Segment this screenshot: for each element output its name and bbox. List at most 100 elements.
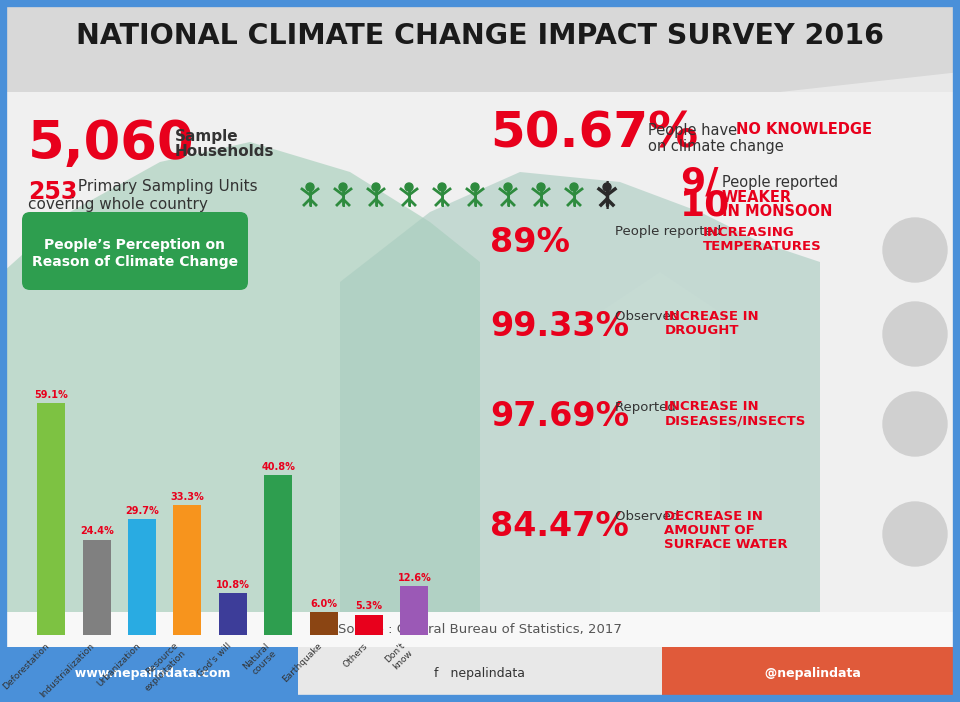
FancyBboxPatch shape [3, 92, 957, 647]
Text: People reported: People reported [722, 175, 838, 190]
Text: WEAKER: WEAKER [722, 190, 792, 204]
Bar [219, 593, 247, 635]
Text: Earthquake: Earthquake [280, 641, 324, 684]
Text: 5,060: 5,060 [28, 118, 195, 170]
Text: www.nepalindata.com: www.nepalindata.com [65, 666, 230, 680]
Bar [37, 404, 65, 635]
Circle shape [471, 183, 479, 191]
Text: Deforestation: Deforestation [1, 641, 51, 691]
Circle shape [883, 392, 947, 456]
Text: ❘: ❘ [564, 183, 584, 207]
FancyBboxPatch shape [22, 212, 248, 290]
Text: 99.33%: 99.33% [490, 310, 629, 343]
Text: ❘: ❘ [595, 181, 618, 209]
Text: @nepalindata: @nepalindata [756, 666, 860, 680]
Text: People’s Perception on: People’s Perception on [44, 238, 226, 252]
Circle shape [883, 218, 947, 282]
Text: Observed: Observed [615, 310, 684, 324]
Text: INCREASING: INCREASING [703, 225, 795, 239]
Text: Others: Others [341, 641, 369, 669]
Text: ❘: ❘ [531, 183, 551, 207]
Text: ❘: ❘ [300, 183, 320, 207]
FancyBboxPatch shape [298, 647, 662, 699]
Text: ❘: ❘ [498, 183, 517, 207]
Text: Source : Central Bureau of Statistics, 2017: Source : Central Bureau of Statistics, 2… [338, 623, 622, 635]
Circle shape [339, 183, 347, 191]
Text: DROUGHT: DROUGHT [664, 324, 739, 338]
Bar [128, 519, 156, 635]
Text: INCREASE IN: INCREASE IN [664, 401, 759, 413]
Circle shape [372, 183, 380, 191]
Text: 6.0%: 6.0% [310, 599, 337, 609]
Text: 253: 253 [28, 180, 78, 204]
Text: 50.67%: 50.67% [490, 110, 698, 158]
Text: God's will: God's will [196, 641, 233, 678]
Text: ❘: ❘ [466, 183, 485, 207]
Text: 97.69%: 97.69% [490, 401, 629, 434]
Text: 84.47%: 84.47% [490, 510, 629, 543]
Circle shape [306, 183, 314, 191]
Text: DECREASE IN: DECREASE IN [664, 510, 763, 524]
Text: 10: 10 [680, 188, 731, 222]
Text: People have: People have [648, 123, 742, 138]
Text: Resource
exploitation: Resource exploitation [135, 641, 187, 693]
Text: 5.3%: 5.3% [355, 602, 382, 611]
Polygon shape [3, 142, 480, 647]
Circle shape [603, 183, 611, 191]
Text: on climate change: on climate change [648, 138, 783, 154]
Circle shape [883, 302, 947, 366]
Circle shape [537, 183, 545, 191]
Circle shape [405, 183, 413, 191]
Polygon shape [0, 0, 960, 92]
Text: Reported: Reported [615, 401, 680, 413]
Text: NATIONAL CLIMATE CHANGE IMPACT SURVEY 2016: NATIONAL CLIMATE CHANGE IMPACT SURVEY 20… [76, 22, 884, 50]
Text: 59.1%: 59.1% [35, 390, 68, 400]
Bar [400, 586, 428, 635]
Bar [309, 611, 338, 635]
Text: ❘: ❘ [432, 183, 452, 207]
FancyBboxPatch shape [662, 647, 957, 699]
Bar [83, 540, 110, 635]
Bar [264, 475, 292, 635]
Text: 89%: 89% [490, 225, 570, 258]
Text: 24.4%: 24.4% [80, 526, 113, 536]
Text: People reported: People reported [615, 225, 726, 239]
Polygon shape [340, 172, 820, 647]
Circle shape [570, 183, 578, 191]
Circle shape [883, 502, 947, 566]
Text: covering whole country: covering whole country [28, 197, 208, 211]
Circle shape [438, 183, 446, 191]
Text: 33.3%: 33.3% [171, 491, 204, 501]
Text: f   nepalindata: f nepalindata [435, 666, 525, 680]
Text: Observed: Observed [615, 510, 684, 524]
Text: Urbanization: Urbanization [95, 641, 142, 688]
Text: ❘: ❘ [333, 183, 353, 207]
Text: TEMPERATURES: TEMPERATURES [703, 239, 822, 253]
Text: Sample: Sample [175, 129, 239, 145]
Text: ❘: ❘ [399, 183, 419, 207]
FancyBboxPatch shape [3, 612, 957, 647]
Text: 29.7%: 29.7% [125, 505, 159, 516]
Text: 12.6%: 12.6% [397, 573, 431, 583]
Text: NO KNOWLEDGE: NO KNOWLEDGE [736, 123, 872, 138]
Text: 10.8%: 10.8% [216, 580, 250, 590]
Text: Households: Households [175, 145, 275, 159]
Text: Industrialization: Industrialization [38, 641, 97, 699]
Polygon shape [600, 272, 720, 647]
Text: Don't
know: Don't know [383, 641, 415, 672]
Text: INCREASE IN: INCREASE IN [664, 310, 759, 324]
Text: Primary Sampling Units: Primary Sampling Units [73, 178, 257, 194]
Text: 40.8%: 40.8% [261, 462, 295, 472]
Bar [174, 505, 202, 635]
Text: 9/: 9/ [680, 165, 718, 199]
Text: SURFACE WATER: SURFACE WATER [664, 538, 788, 552]
FancyBboxPatch shape [3, 647, 298, 699]
Text: Reason of Climate Change: Reason of Climate Change [32, 255, 238, 269]
Text: ❘: ❘ [366, 183, 386, 207]
Text: DISEASES/INSECTS: DISEASES/INSECTS [664, 414, 805, 428]
Circle shape [504, 183, 512, 191]
Text: AMOUNT OF: AMOUNT OF [664, 524, 756, 538]
Text: IN MONSOON: IN MONSOON [722, 204, 832, 220]
Text: Natural
course: Natural course [241, 641, 278, 679]
Bar [355, 614, 383, 635]
